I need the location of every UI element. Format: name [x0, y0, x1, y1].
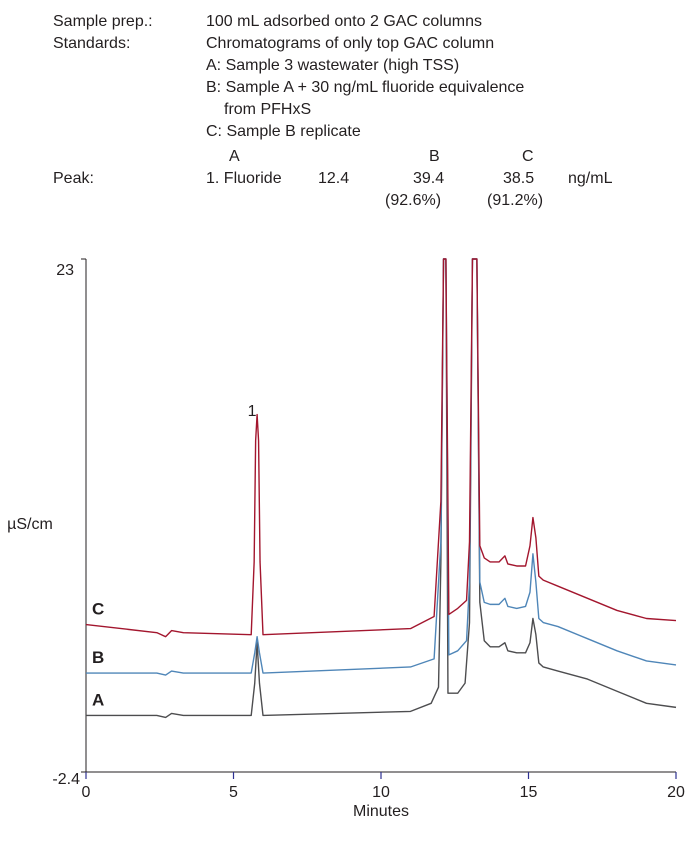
peak-table-label: Peak: [53, 170, 94, 187]
standards-line: C: Sample B replicate [206, 123, 361, 140]
standards-line: from PFHxS [224, 101, 312, 118]
peak-name: 1. Fluoride [206, 170, 282, 187]
x-tick-label: 20 [667, 784, 685, 801]
recovery-c: (91.2%) [487, 192, 544, 209]
series-line-a [86, 258, 677, 719]
y-tick-label: 23 [56, 262, 74, 279]
chart-axes [81, 258, 677, 779]
x-tick-label: 0 [82, 784, 91, 801]
peak-value-c: 38.5 [503, 170, 535, 187]
y-axis-title: µS/cm [7, 516, 53, 533]
sample-prep-label: Sample prep.: [53, 13, 153, 30]
series-line-c [85, 258, 677, 638]
standards-line: B: Sample A + 30 ng/mL fluoride equivale… [206, 79, 525, 96]
x-tick-label: 5 [229, 784, 238, 801]
chart-traces [85, 258, 677, 719]
series-label-a: A [92, 690, 104, 709]
peak-value-a: 12.4 [318, 170, 350, 187]
x-tick-label: 10 [372, 784, 390, 801]
standards-label: Standards: [53, 35, 131, 52]
peak-table-col-b: B [429, 148, 440, 165]
series-line-b [86, 258, 677, 676]
peak-label: 1 [248, 403, 257, 420]
series-label-c: C [92, 600, 104, 619]
peak-value-b: 39.4 [413, 170, 445, 187]
x-axis-title: Minutes [353, 803, 409, 820]
peak-unit: ng/mL [568, 170, 613, 187]
standards-line: Chromatograms of only top GAC column [206, 35, 495, 52]
peak-table-col-c: C [522, 148, 534, 165]
peak-table-col-a: A [229, 148, 240, 165]
series-label-b: B [92, 648, 104, 667]
recovery-b: (92.6%) [385, 192, 442, 209]
standards-line: A: Sample 3 wastewater (high TSS) [206, 57, 460, 74]
sample-prep-value: 100 mL adsorbed onto 2 GAC columns [206, 13, 483, 30]
x-tick-label: 15 [520, 784, 538, 801]
y-tick-label: -2.4 [52, 771, 80, 788]
chart-labels: 0 5 10 15 20 23 -2.4 Minutes µS/cm A B C 1 [7, 262, 685, 820]
